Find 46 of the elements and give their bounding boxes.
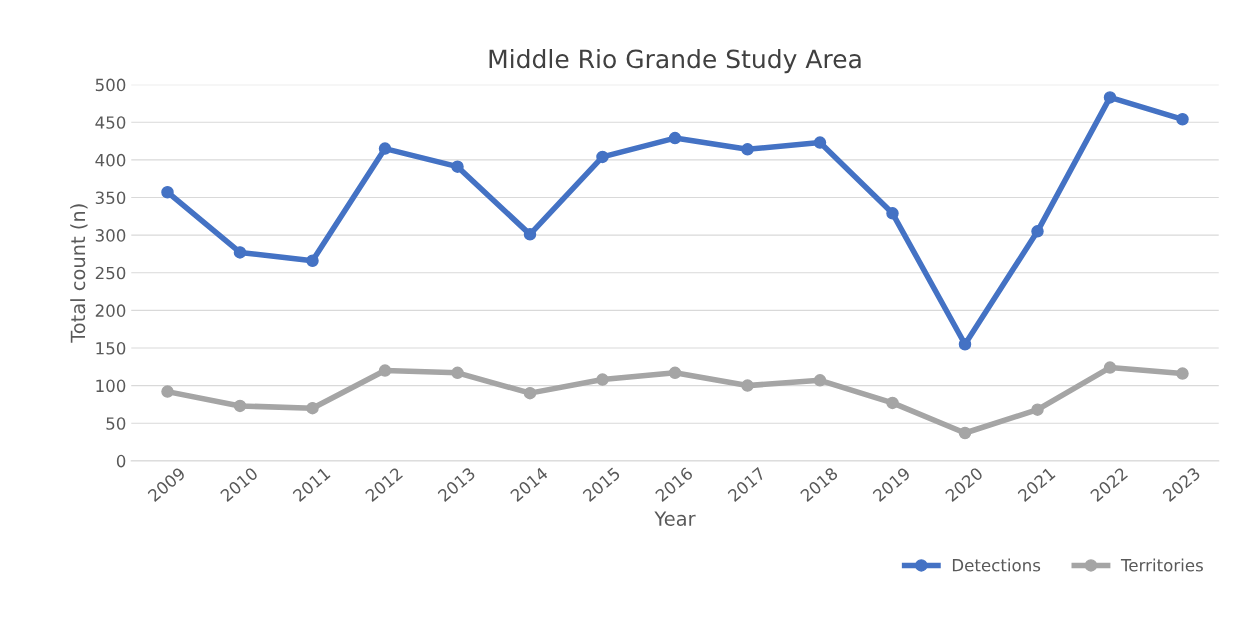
point <box>1031 403 1044 416</box>
y-tick-label: 250 <box>95 266 126 280</box>
point <box>523 228 537 241</box>
y-tick-label: 50 <box>106 417 126 430</box>
point <box>741 379 754 392</box>
point <box>958 337 972 351</box>
point <box>1176 367 1189 380</box>
point <box>1176 113 1189 126</box>
point <box>233 246 247 259</box>
y-tick-label: 200 <box>95 304 126 317</box>
point <box>813 136 827 149</box>
y-tick-label: 0 <box>116 454 126 468</box>
point <box>451 366 464 380</box>
point <box>306 254 319 267</box>
point <box>523 386 537 400</box>
point <box>886 207 899 220</box>
point <box>451 160 464 173</box>
y-tick-label: 150 <box>96 341 126 355</box>
point <box>378 142 392 155</box>
legend-label: Territories <box>1120 558 1203 572</box>
y-tick-label: 450 <box>95 116 126 129</box>
point <box>596 373 609 386</box>
point <box>1031 225 1044 238</box>
legend-label: Detections <box>952 558 1041 572</box>
y-tick-label: 400 <box>95 153 126 167</box>
point <box>1103 91 1117 104</box>
y-tick-label: 350 <box>95 191 126 205</box>
point <box>958 426 972 440</box>
point <box>668 131 682 145</box>
point <box>668 366 682 380</box>
point <box>161 385 174 398</box>
point <box>813 374 827 387</box>
y-tick-label: 300 <box>95 229 126 242</box>
point <box>378 364 392 377</box>
point <box>1103 361 1117 374</box>
point <box>233 399 247 413</box>
point <box>886 396 899 410</box>
point <box>741 143 754 156</box>
y-tick-label: 100 <box>96 379 126 393</box>
y-axis-title: Total count (n) <box>70 204 88 343</box>
point <box>596 150 609 164</box>
x-axis-title: Year <box>654 511 696 526</box>
point <box>306 401 319 415</box>
y-tick-label: 500 <box>95 78 126 92</box>
point <box>161 185 174 199</box>
chart-title: Middle Rio Grande Study Area <box>489 48 861 74</box>
